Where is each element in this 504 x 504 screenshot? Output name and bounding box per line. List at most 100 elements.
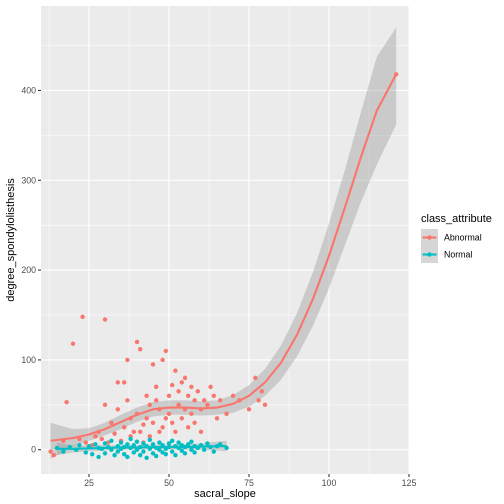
point-abnormal xyxy=(179,416,184,421)
x-axis-ticks: 25 50 75 100 125 xyxy=(84,474,416,488)
point-abnormal xyxy=(147,434,152,439)
fit-line-abnormal xyxy=(50,73,398,442)
point-normal xyxy=(154,453,159,459)
point-abnormal xyxy=(125,398,130,403)
point-abnormal xyxy=(163,416,168,421)
point-abnormal xyxy=(192,420,197,425)
point-abnormal xyxy=(83,440,89,445)
point-normal xyxy=(157,440,162,445)
point-abnormal xyxy=(179,380,184,385)
point-normal xyxy=(77,443,82,448)
point-abnormal xyxy=(122,380,127,385)
point-normal xyxy=(166,441,172,446)
point-normal xyxy=(186,442,191,447)
point-abnormal xyxy=(202,398,207,403)
point-normal xyxy=(90,452,95,457)
point-abnormal xyxy=(125,357,130,363)
legend: class_attribute Abnormal Normal xyxy=(421,213,492,263)
point-abnormal xyxy=(195,389,200,394)
point-normal xyxy=(96,454,101,460)
point-normal xyxy=(192,450,197,455)
point-abnormal xyxy=(186,393,191,399)
point-normal xyxy=(115,449,121,454)
point-abnormal xyxy=(176,389,181,394)
legend-point-abnormal xyxy=(427,235,432,240)
point-abnormal xyxy=(189,411,194,417)
point-normal xyxy=(170,438,175,443)
point-normal xyxy=(176,440,181,445)
point-abnormal xyxy=(80,314,85,320)
point-abnormal xyxy=(138,429,143,434)
point-normal xyxy=(160,450,165,455)
point-abnormal xyxy=(192,398,197,403)
x-tick-label: 125 xyxy=(402,478,417,488)
point-normal xyxy=(189,447,194,452)
x-axis-title: sacral_slope xyxy=(194,488,256,500)
point-abnormal xyxy=(166,411,172,417)
point-abnormal xyxy=(182,375,188,381)
point-normal xyxy=(128,436,133,442)
point-abnormal xyxy=(208,384,213,390)
point-normal xyxy=(173,452,178,458)
point-abnormal xyxy=(256,398,261,403)
point-abnormal xyxy=(218,398,223,403)
legend-label-abnormal: Abnormal xyxy=(444,233,482,243)
y-tick-label: 100 xyxy=(21,355,36,365)
point-abnormal xyxy=(211,393,216,399)
point-abnormal xyxy=(224,411,229,417)
smooth-lines xyxy=(50,73,398,450)
x-tick-label: 50 xyxy=(164,478,174,488)
point-abnormal xyxy=(198,429,204,434)
point-normal xyxy=(150,442,156,447)
point-abnormal xyxy=(154,384,159,390)
point-normal xyxy=(61,449,66,454)
point-normal xyxy=(163,452,168,457)
point-normal xyxy=(86,443,92,449)
point-abnormal xyxy=(144,393,149,399)
point-abnormal xyxy=(64,399,69,405)
point-abnormal xyxy=(157,429,162,434)
point-abnormal xyxy=(170,420,175,425)
point-normal xyxy=(141,441,146,446)
point-normal xyxy=(138,452,143,458)
point-abnormal xyxy=(205,402,210,408)
point-normal xyxy=(134,447,140,452)
point-normal xyxy=(189,439,194,444)
point-normal xyxy=(83,450,89,455)
point-normal xyxy=(202,447,207,452)
legend-label-normal: Normal xyxy=(444,250,472,260)
confidence-band-abnormal xyxy=(50,27,397,459)
point-normal xyxy=(211,449,216,454)
point-abnormal xyxy=(186,425,191,430)
point-normal xyxy=(141,449,146,454)
point-normal xyxy=(93,442,98,447)
y-axis-title: degree_spondylolisthesis xyxy=(5,178,17,302)
point-normal xyxy=(112,452,117,458)
plot-panel xyxy=(41,6,409,474)
point-normal xyxy=(125,442,130,447)
y-tick-label: 400 xyxy=(21,85,36,95)
point-abnormal xyxy=(253,375,258,381)
point-abnormal xyxy=(115,407,121,412)
point-abnormal xyxy=(160,425,165,430)
legend-point-normal xyxy=(427,252,432,257)
point-normal xyxy=(118,440,124,445)
point-normal xyxy=(179,448,184,453)
point-abnormal xyxy=(112,431,117,436)
point-normal xyxy=(109,438,114,443)
point-abnormal xyxy=(160,357,165,363)
point-abnormal xyxy=(189,384,194,390)
point-abnormal xyxy=(122,425,127,430)
point-abnormal xyxy=(150,420,156,425)
point-normal xyxy=(144,455,149,461)
point-normal xyxy=(157,447,162,452)
x-tick-label: 25 xyxy=(84,478,94,488)
point-abnormal xyxy=(134,339,140,345)
point-normal xyxy=(147,437,152,443)
point-abnormal xyxy=(173,429,178,434)
point-normal xyxy=(131,443,136,448)
y-tick-label: 200 xyxy=(21,265,36,275)
y-axis-ticks: 0 100 200 300 400 xyxy=(21,85,41,455)
point-abnormal xyxy=(70,341,76,346)
